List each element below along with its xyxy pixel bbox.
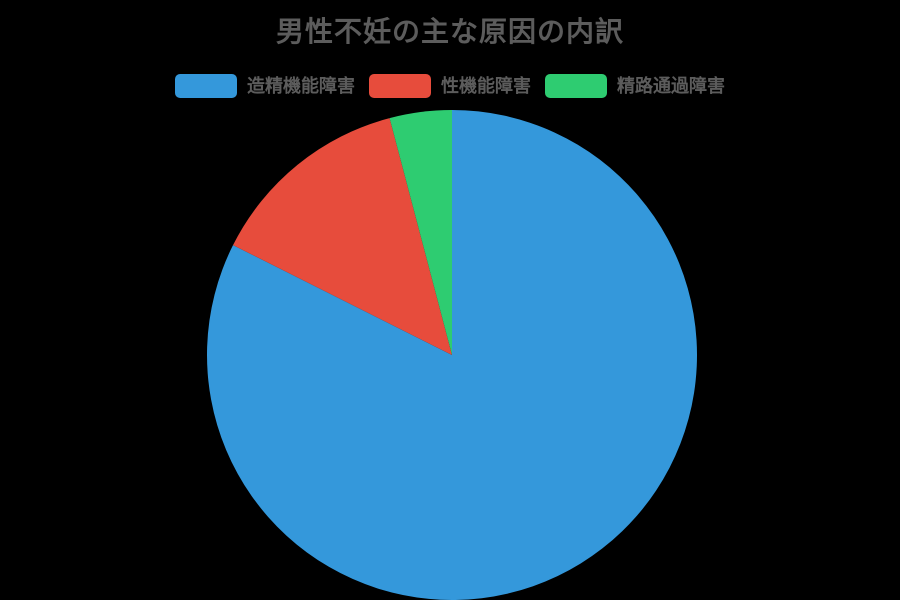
pie-slice-1[interactable]	[233, 118, 452, 356]
legend-label-1: 性機能障害	[441, 76, 531, 96]
legend-item-2[interactable]: 精路通過障害	[545, 74, 725, 98]
pie-slice-0[interactable]	[207, 110, 697, 600]
pie-slice-2[interactable]	[389, 110, 452, 355]
pie-chart	[207, 110, 697, 600]
chart-title: 男性不妊の主な原因の内訳	[275, 16, 624, 47]
legend-swatch-green	[545, 74, 607, 98]
legend-item-0[interactable]: 造精機能障害	[175, 74, 355, 98]
chart-legend: 造精機能障害 性機能障害 精路通過障害	[0, 74, 900, 98]
legend-label-0: 造精機能障害	[247, 76, 355, 96]
legend-label-2: 精路通過障害	[617, 76, 725, 96]
legend-swatch-blue	[175, 74, 237, 98]
legend-item-1[interactable]: 性機能障害	[369, 74, 531, 98]
legend-swatch-red	[369, 74, 431, 98]
